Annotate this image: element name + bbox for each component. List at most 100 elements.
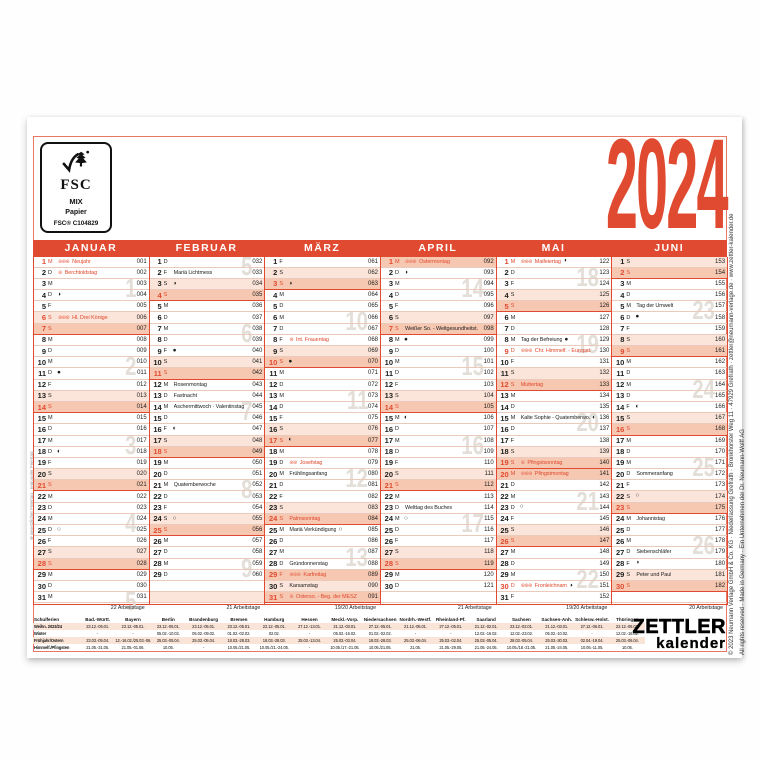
weekday-letter: S — [48, 404, 52, 411]
day-number: 6 — [388, 313, 394, 323]
holiday-region-icons: ⊛ — [289, 594, 294, 601]
day-number: 11 — [38, 368, 46, 378]
day-row: 8 D 039 — [149, 335, 265, 346]
day-row: 18 D ◐ 018 — [34, 447, 149, 458]
kalender-wordmark: kalender — [656, 635, 726, 652]
day-number: 14 — [500, 402, 509, 412]
day-row: 6 D 037 — [149, 312, 265, 324]
weekday-letter: M — [626, 280, 631, 287]
weekday-letter: D — [48, 292, 52, 299]
day-number: 20 — [37, 469, 46, 479]
fsc-tree-icon — [62, 150, 90, 173]
day-number: 30 — [37, 581, 46, 591]
weekday-letter: M — [48, 594, 53, 601]
day-of-year: 151 — [599, 583, 610, 590]
day-of-year: 136 — [599, 415, 610, 422]
holiday-name: Int. Frauentag — [296, 336, 329, 343]
day-number: 6 — [504, 313, 509, 323]
month-column: 18 19 20 21 22 1 M ⊛⊛⊛ Maifeiertag ◑ 122 2 D 123 3 F 124… — [495, 256, 612, 604]
day-of-year: 049 — [252, 448, 263, 455]
day-row: 21 M Quatemberwoche 052 — [149, 480, 265, 492]
moon-phase-icon: ○ — [172, 514, 177, 522]
day-of-year: 132 — [599, 370, 610, 377]
weekday-letter: S — [279, 594, 284, 601]
day-row: 19 S ⊛ Pfingstsonntag 140 — [496, 457, 612, 470]
day-number: 15 — [153, 413, 162, 423]
day-row: 7 F 159 — [612, 324, 728, 335]
day-row: 15 M Kalte Sophie - Quatemberwo. ◐ 136 — [496, 413, 612, 425]
weekday-letter: M — [395, 571, 400, 578]
day-row: 2 S 062 — [265, 267, 381, 279]
day-number: 20 — [269, 469, 278, 479]
day-of-year: 052 — [252, 482, 263, 489]
day-number: 2 — [504, 268, 509, 278]
day-of-year: 148 — [599, 549, 610, 556]
moon-phase-icon: ◑ — [568, 581, 573, 589]
weekday-letter: S — [163, 370, 168, 377]
day-number: 12 — [500, 380, 509, 390]
state-name: Thüringen — [616, 616, 639, 622]
day-number: 22 — [500, 492, 509, 502]
state-name: Bremen — [230, 616, 248, 622]
day-row: 5 M Tag der Umwelt 157 — [612, 301, 728, 313]
workdays-label: 21 Arbeitstage — [226, 605, 261, 611]
moon-phase-icon: ○ — [404, 514, 408, 522]
weekday-letter: D — [163, 336, 168, 343]
holiday-region-icons: ⊛⊛⊛ — [520, 583, 533, 590]
holiday-name: Pfingstsonntag — [527, 459, 563, 466]
weekday-letter: D — [510, 583, 515, 590]
holiday-name: Peter und Paul — [636, 571, 672, 578]
weekday-letter: M — [626, 437, 631, 444]
holiday-name: Palmsonntag — [289, 515, 321, 522]
weekday-letter: F — [163, 269, 168, 276]
empty-row — [612, 592, 728, 604]
day-of-year: 050 — [252, 459, 263, 466]
day-row: 30 D 121 — [381, 581, 496, 593]
day-of-year: 086 — [368, 538, 379, 545]
day-number: 6 — [157, 313, 162, 323]
day-row: 14 M Aschermittwoch · Valentinstag 045 — [149, 402, 265, 414]
weekday-letter: F — [626, 560, 630, 567]
day-of-year: 162 — [715, 359, 726, 366]
day-of-year: 160 — [715, 336, 726, 343]
day-number: 5 — [273, 301, 278, 311]
day-of-year: 034 — [252, 280, 263, 287]
day-of-year: 140 — [599, 459, 610, 466]
day-of-year: 088 — [368, 560, 379, 567]
day-number: 8 — [157, 335, 162, 345]
day-number: 4 — [41, 290, 46, 300]
day-of-year: 059 — [252, 560, 263, 567]
week-number: 6 — [241, 317, 253, 348]
weekday-letter: M — [48, 258, 53, 265]
day-number: 1 — [157, 257, 162, 267]
day-number: 2 — [41, 268, 46, 278]
day-of-year: 127 — [599, 314, 610, 321]
day-row: 28 D Gründonnerstag 088 — [265, 559, 381, 570]
day-number: 16 — [500, 424, 509, 434]
day-number: 25 — [500, 525, 509, 535]
holiday-name: Neujahr — [72, 258, 91, 265]
moon-phase-icon: ◑ — [288, 279, 293, 287]
day-of-year: 095 — [483, 292, 494, 299]
day-of-year: 055 — [252, 515, 263, 522]
weekday-letter: S — [163, 280, 168, 287]
week-number: 2 — [125, 351, 137, 382]
day-row: 27 S 027 — [34, 547, 149, 559]
day-row: 5 F 096 — [381, 301, 496, 313]
day-row: 2 D ⊛ Berchtoldstag 002 — [34, 268, 149, 279]
ferien-value: 27.12.-05.01. — [433, 622, 469, 630]
weekday-letter: F — [163, 426, 168, 433]
weekday-letter: D — [626, 527, 631, 534]
weekday-letter: D — [279, 482, 284, 489]
day-number: 12 — [269, 380, 278, 390]
day-row: 2 D ◑ 093 — [381, 268, 496, 279]
weekday-letter: M — [510, 571, 516, 578]
weekday-letter: D — [395, 269, 399, 276]
day-number: 30 — [384, 581, 394, 591]
weekday-letter: M — [163, 482, 169, 489]
day-number: 10 — [500, 357, 509, 367]
day-row: 21 S 112 — [381, 480, 496, 492]
weekday-letter: M — [279, 370, 284, 377]
ferien-value: 25.03.-30.03. — [539, 636, 575, 644]
day-number: 5 — [157, 301, 162, 311]
